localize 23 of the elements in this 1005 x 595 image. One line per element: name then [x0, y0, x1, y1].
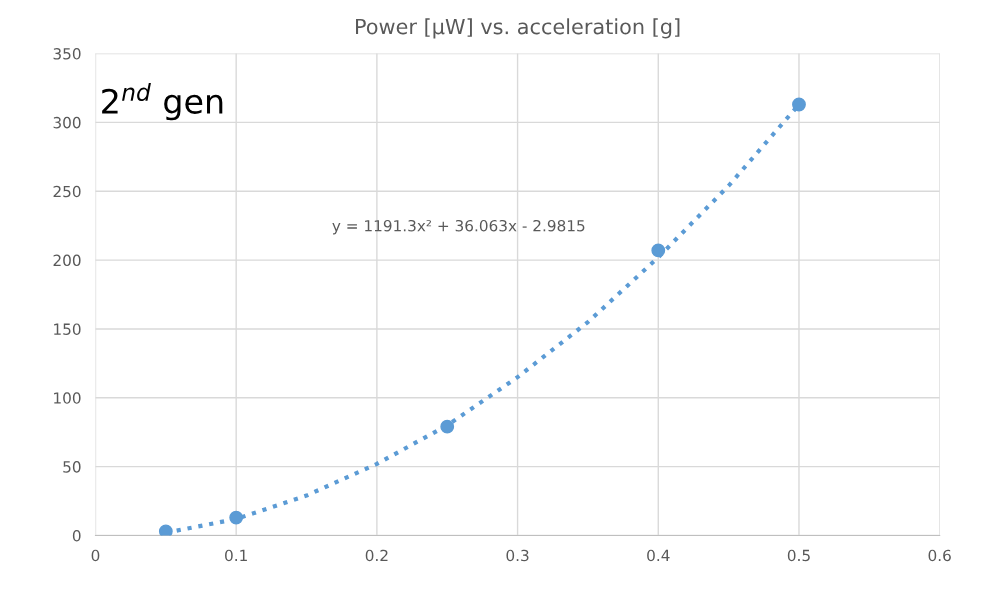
- y-tick-label: 50: [63, 461, 81, 473]
- y-tick-label: 100: [54, 392, 81, 404]
- x-tick-label: 0.4: [647, 549, 670, 562]
- y-tick-label: 0: [72, 529, 81, 542]
- y-tick-label: 200: [53, 254, 81, 267]
- point: [229, 510, 244, 525]
- point: [651, 243, 666, 258]
- annotation: y = 1191.3x² + 36.063x - 2.9815: [332, 219, 585, 235]
- point: [792, 97, 806, 112]
- x-tick-label: 0.6: [928, 549, 951, 562]
- x-tick-label: 0: [91, 549, 100, 562]
- y-tick-label: 350: [53, 48, 81, 60]
- x-tick-label: 0.3: [506, 549, 529, 562]
- x-tick-label: 0.1: [225, 549, 247, 562]
- x-tick-label: 0.5: [787, 549, 810, 562]
- y-tick-label: 150: [54, 323, 81, 335]
- x-tick-label: 0.2: [365, 549, 388, 562]
- annotation: 2$^{nd}$ gen: [102, 82, 223, 121]
- y-tick-label: 250: [53, 185, 81, 198]
- point: [158, 524, 173, 536]
- point: [440, 419, 455, 434]
- chart-title: Power [µW] vs. acceleration [g]: [356, 18, 680, 39]
- y-tick-label: 300: [53, 116, 81, 129]
